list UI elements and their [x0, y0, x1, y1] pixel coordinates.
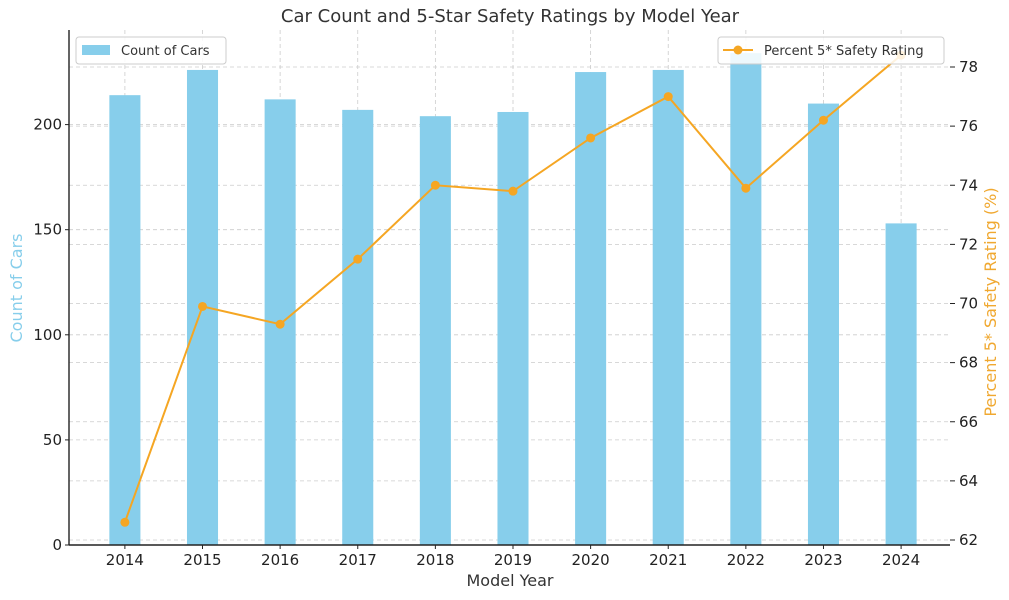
point-2023 — [818, 115, 828, 125]
y-tick-label: 0 — [52, 536, 62, 554]
y2-axis-label: Percent 5* Safety Rating (%) — [981, 187, 1000, 416]
chart-title: Car Count and 5-Star Safety Ratings by M… — [281, 6, 740, 27]
tick-labels: 2014 2015 2016 2017 2018 2019 2020 2021 2022 2023… — [33, 58, 978, 569]
point-2019 — [508, 186, 518, 196]
bar-series — [109, 53, 917, 546]
y2-tick-label: 74 — [959, 176, 978, 194]
y2-tick-label: 66 — [959, 413, 978, 431]
y-axis-label: Count of Cars — [7, 234, 26, 343]
legend-bars: Count of Cars — [75, 36, 227, 65]
x-tick-label: 2022 — [727, 551, 765, 569]
bar-2022 — [730, 53, 762, 546]
bar-2024 — [885, 223, 917, 545]
line-series — [120, 50, 906, 527]
x-tick-label: 2018 — [416, 551, 454, 569]
point-2016 — [275, 319, 285, 329]
point-2014 — [120, 517, 130, 527]
y-tick-label: 200 — [33, 116, 62, 134]
point-2018 — [430, 180, 440, 190]
legend-bar-swatch — [82, 45, 110, 55]
y2-tick-label: 64 — [959, 472, 978, 490]
x-tick-label: 2021 — [649, 551, 687, 569]
y2-tick-label: 78 — [959, 58, 978, 76]
legend-bars-label: Count of Cars — [121, 44, 210, 59]
point-2021 — [663, 92, 673, 102]
y-tick-label: 50 — [43, 431, 62, 449]
legend-bars-box — [75, 36, 227, 65]
y2-tick-label: 62 — [959, 531, 978, 549]
bar-2020 — [575, 72, 607, 545]
bar-2023 — [807, 103, 840, 546]
y2-tick-label: 70 — [959, 295, 978, 313]
bar-2018 — [419, 116, 451, 546]
x-tick-label: 2017 — [339, 551, 377, 569]
point-2017 — [353, 254, 363, 264]
x-tick-label: 2020 — [572, 551, 610, 569]
legend-line-label: Percent 5* Safety Rating — [764, 44, 924, 59]
axes — [65, 30, 955, 549]
bar-2017 — [342, 109, 374, 545]
x-tick-label: 2016 — [261, 551, 299, 569]
y2-tick-label: 72 — [959, 235, 978, 253]
y-tick-label: 100 — [33, 326, 62, 344]
bar-2021 — [652, 69, 684, 545]
point-2015 — [198, 301, 208, 311]
point-2022 — [741, 183, 751, 193]
y-tick-label: 150 — [33, 221, 62, 239]
point-2020 — [586, 133, 596, 143]
bar-2019 — [497, 111, 529, 546]
y2-tick-label: 76 — [959, 117, 978, 135]
legend-line-marker — [733, 45, 743, 55]
bar-2014 — [109, 95, 141, 545]
legend-line-box — [717, 36, 945, 65]
x-tick-label: 2019 — [494, 551, 532, 569]
x-tick-label: 2023 — [804, 551, 842, 569]
x-tick-label: 2015 — [183, 551, 221, 569]
x-tick-label: 2024 — [882, 551, 920, 569]
y2-tick-label: 68 — [959, 354, 978, 372]
x-tick-label: 2014 — [106, 551, 144, 569]
x-axis-label: Model Year — [467, 571, 554, 590]
legend-line: Percent 5* Safety Rating — [717, 36, 945, 65]
